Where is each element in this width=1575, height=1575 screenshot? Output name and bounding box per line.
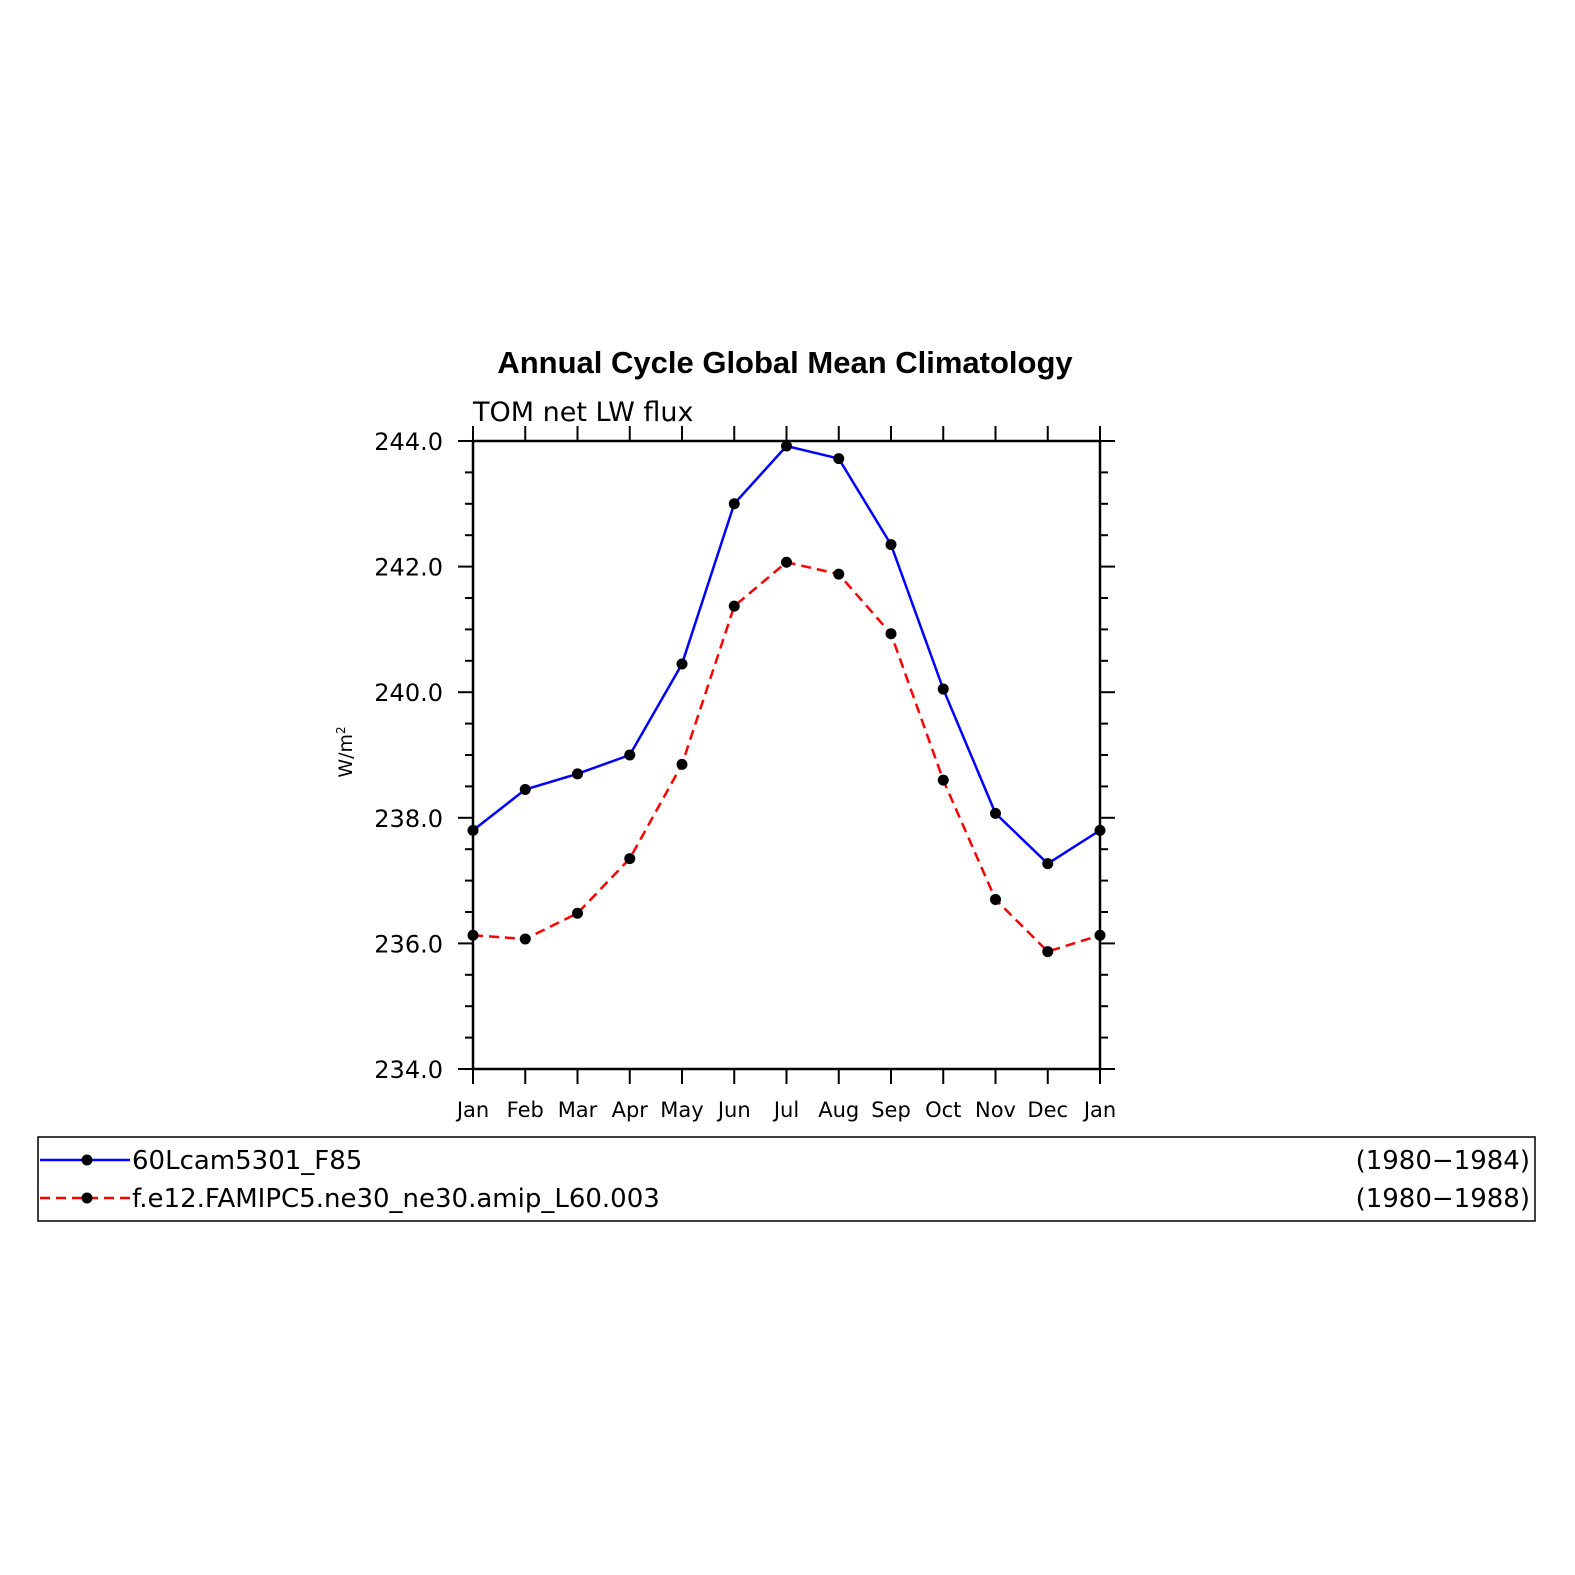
data-point (624, 853, 636, 865)
x-tick-label: Aug (818, 1098, 859, 1122)
legend-period: (1980−1984) (1356, 1146, 1530, 1176)
legend: 60Lcam5301_F85 (1980−1984) f.e12.FAMIPC5.n… (37, 1136, 1536, 1222)
data-point (624, 749, 636, 761)
y-tick-label: 238.0 (374, 805, 443, 833)
data-point (937, 683, 949, 695)
x-tick-label: Dec (1027, 1098, 1068, 1122)
x-tick-label: Mar (558, 1098, 598, 1122)
legend-item-2: f.e12.FAMIPC5.ne30_ne30.amip_L60.003 (198… (40, 1184, 1530, 1214)
series-1 (467, 440, 1106, 870)
data-point (781, 556, 792, 568)
x-tick-label: May (660, 1098, 703, 1122)
y-axis-label: W/m2 (334, 726, 357, 777)
data-point (676, 758, 688, 770)
data-point (833, 568, 845, 580)
series-layer (467, 440, 1106, 958)
data-point (728, 498, 740, 510)
y-axis-label-sup: 2 (334, 726, 348, 734)
series-2 (467, 556, 1106, 958)
x-tick-label: Feb (507, 1098, 544, 1122)
legend-marker (81, 1154, 93, 1166)
y-tick-label: 236.0 (374, 930, 443, 958)
data-point (467, 824, 479, 836)
series-line (472, 444, 1101, 866)
x-tick-label: Jun (716, 1098, 751, 1122)
plot-frame (471, 439, 1102, 1071)
chart-title: Annual Cycle Global Mean Climatology (497, 345, 1073, 380)
series-line (472, 560, 1101, 953)
legend-box (37, 1136, 1536, 1222)
chart-subtitle: TOM net LW flux (472, 397, 693, 428)
x-tick-label: Jan (1082, 1098, 1116, 1122)
y-tick-label: 240.0 (374, 679, 443, 707)
data-point (1094, 929, 1106, 941)
x-tick-label: Nov (975, 1098, 1016, 1122)
data-point (990, 893, 1001, 905)
x-tick-label: Sep (871, 1098, 911, 1122)
data-point (519, 784, 531, 796)
x-tick-label: Oct (925, 1098, 961, 1122)
legend-period: (1980−1988) (1356, 1184, 1530, 1214)
y-tick-label: 242.0 (374, 554, 443, 582)
data-point (937, 774, 949, 786)
data-point (885, 539, 897, 551)
legend-label: 60Lcam5301_F85 (132, 1146, 362, 1176)
data-point (1042, 858, 1054, 870)
data-point (467, 929, 479, 941)
data-point (1094, 824, 1106, 836)
y-tick-label: 244.0 (374, 428, 443, 456)
data-point (728, 600, 740, 612)
data-point (990, 807, 1001, 819)
data-point (519, 933, 531, 945)
y-tick-label: 234.0 (374, 1056, 443, 1084)
legend-item-1: 60Lcam5301_F85 (1980−1984) (40, 1146, 1530, 1176)
data-point (885, 628, 897, 640)
data-point (781, 440, 792, 452)
data-point (676, 658, 688, 670)
data-point (1042, 946, 1054, 958)
data-point (572, 907, 583, 919)
axes: Jan Feb Mar Apr May Jun Jul Aug Sep Oct Nov Dec Jan 2… (374, 426, 1116, 1122)
x-tick-label: Jan (455, 1098, 489, 1122)
x-tick-label: Jul (772, 1098, 799, 1122)
data-point (833, 453, 845, 465)
legend-marker (81, 1192, 93, 1204)
data-point (572, 768, 583, 780)
legend-label: f.e12.FAMIPC5.ne30_ne30.amip_L60.003 (132, 1184, 660, 1214)
y-axis-label-base: W/m (335, 734, 357, 778)
x-tick-label: Apr (612, 1098, 649, 1122)
